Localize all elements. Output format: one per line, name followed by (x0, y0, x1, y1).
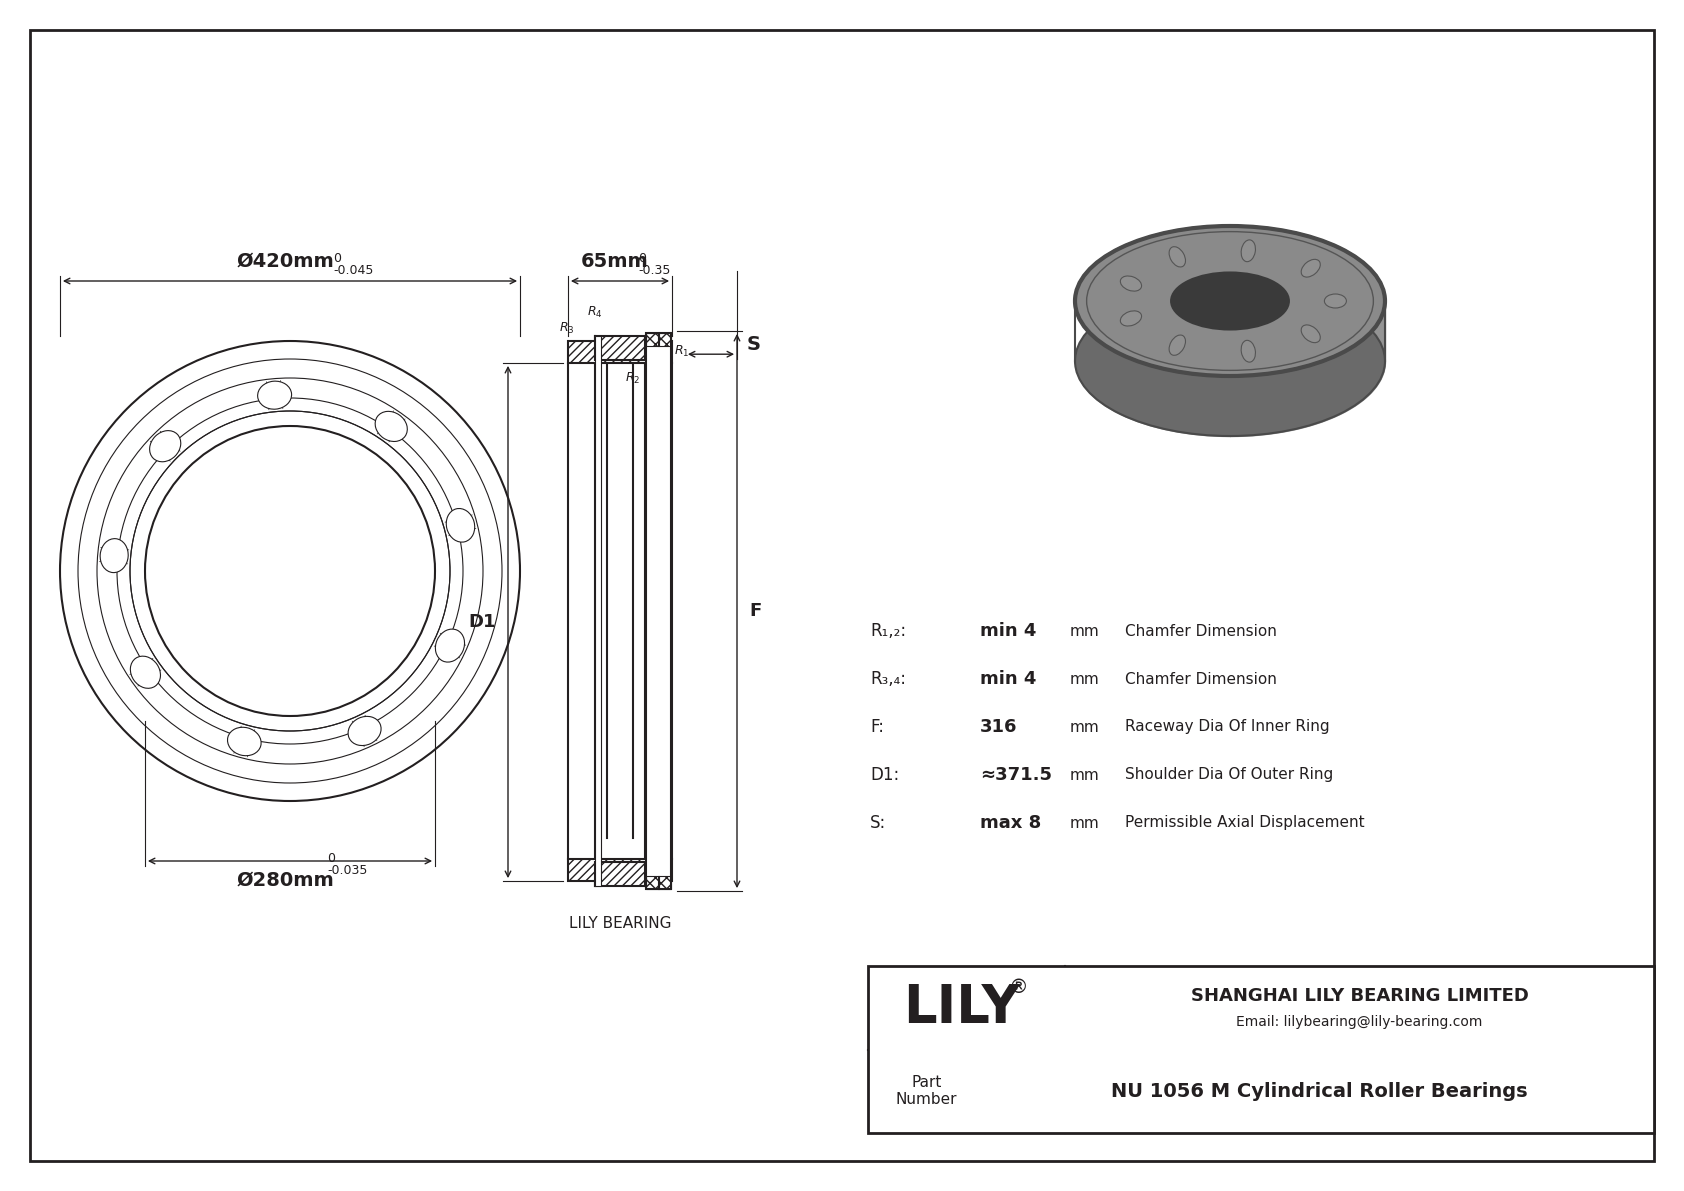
Text: -0.045: -0.045 (333, 264, 374, 278)
Text: 0: 0 (327, 852, 335, 865)
Text: ≈371.5: ≈371.5 (980, 766, 1052, 784)
Bar (568, 859, 672, 881)
Text: mm: mm (1069, 672, 1100, 686)
Ellipse shape (99, 538, 128, 573)
Bar (658, 877, 670, 888)
Ellipse shape (446, 509, 475, 542)
Ellipse shape (436, 629, 465, 662)
Bar (594, 862, 645, 886)
Text: Chamfer Dimension: Chamfer Dimension (1125, 672, 1276, 686)
Text: F:: F: (871, 718, 884, 736)
Bar (568, 859, 672, 881)
Ellipse shape (1324, 294, 1347, 308)
Ellipse shape (1302, 325, 1320, 343)
Bar (658, 333, 670, 347)
Text: max 8: max 8 (980, 813, 1041, 833)
Ellipse shape (1170, 273, 1288, 330)
Ellipse shape (258, 381, 291, 410)
Bar (594, 336, 601, 886)
Ellipse shape (1074, 286, 1384, 436)
Text: min 4: min 4 (980, 671, 1036, 688)
Text: Ø420mm: Ø420mm (236, 252, 333, 272)
Text: Email: lilybearing@lily-bearing.com: Email: lilybearing@lily-bearing.com (1236, 1015, 1482, 1029)
Text: ®: ® (1009, 978, 1029, 997)
Ellipse shape (1302, 260, 1320, 278)
Text: R₃,₄:: R₃,₄: (871, 671, 906, 688)
Text: mm: mm (1069, 624, 1100, 638)
Bar (594, 336, 645, 360)
Bar (647, 333, 658, 347)
Ellipse shape (150, 431, 180, 462)
Text: -0.35: -0.35 (638, 264, 670, 278)
Text: LILY BEARING: LILY BEARING (569, 916, 672, 931)
Text: mm: mm (1069, 767, 1100, 782)
Ellipse shape (1241, 341, 1256, 362)
Text: 0: 0 (333, 252, 340, 266)
Ellipse shape (1120, 276, 1142, 291)
Text: Part
Number: Part Number (896, 1075, 957, 1108)
Text: mm: mm (1069, 816, 1100, 830)
Text: Permissible Axial Displacement: Permissible Axial Displacement (1125, 816, 1364, 830)
Text: SHANGHAI LILY BEARING LIMITED: SHANGHAI LILY BEARING LIMITED (1191, 987, 1529, 1005)
Text: R₁,₂:: R₁,₂: (871, 622, 906, 640)
Ellipse shape (1169, 247, 1186, 267)
Text: S:: S: (871, 813, 886, 833)
Text: min 4: min 4 (980, 622, 1036, 640)
Text: Shoulder Dia Of Outer Ring: Shoulder Dia Of Outer Ring (1125, 767, 1334, 782)
Ellipse shape (376, 411, 408, 442)
Bar (867, 966, 1654, 1133)
Text: $R_4$: $R_4$ (588, 305, 603, 319)
Text: mm: mm (1069, 719, 1100, 735)
Ellipse shape (1241, 239, 1256, 262)
Text: $R_1$: $R_1$ (674, 344, 689, 358)
Bar (568, 341, 672, 363)
Ellipse shape (1120, 311, 1142, 326)
Ellipse shape (227, 728, 261, 756)
Text: Ø280mm: Ø280mm (236, 871, 333, 890)
Text: Raceway Dia Of Inner Ring: Raceway Dia Of Inner Ring (1125, 719, 1330, 735)
Bar (647, 877, 658, 888)
Bar (594, 336, 645, 360)
Ellipse shape (1074, 226, 1384, 376)
Bar (647, 333, 670, 888)
Ellipse shape (130, 656, 160, 688)
Ellipse shape (349, 716, 381, 746)
Text: 0: 0 (638, 252, 647, 266)
Text: 316: 316 (980, 718, 1017, 736)
Text: NU 1056 M Cylindrical Roller Bearings: NU 1056 M Cylindrical Roller Bearings (1111, 1081, 1527, 1100)
Text: 65mm: 65mm (581, 252, 648, 272)
Text: D1: D1 (468, 613, 497, 631)
Bar (568, 341, 672, 363)
Text: LILY: LILY (903, 981, 1021, 1034)
Text: F: F (749, 601, 761, 621)
Text: D1:: D1: (871, 766, 899, 784)
Text: S: S (748, 335, 761, 354)
Text: $R_3$: $R_3$ (559, 320, 574, 336)
Text: Chamfer Dimension: Chamfer Dimension (1125, 624, 1276, 638)
Ellipse shape (1169, 335, 1186, 355)
Text: $R_2$: $R_2$ (625, 372, 640, 386)
Text: -0.035: -0.035 (327, 863, 367, 877)
Bar (594, 862, 645, 886)
